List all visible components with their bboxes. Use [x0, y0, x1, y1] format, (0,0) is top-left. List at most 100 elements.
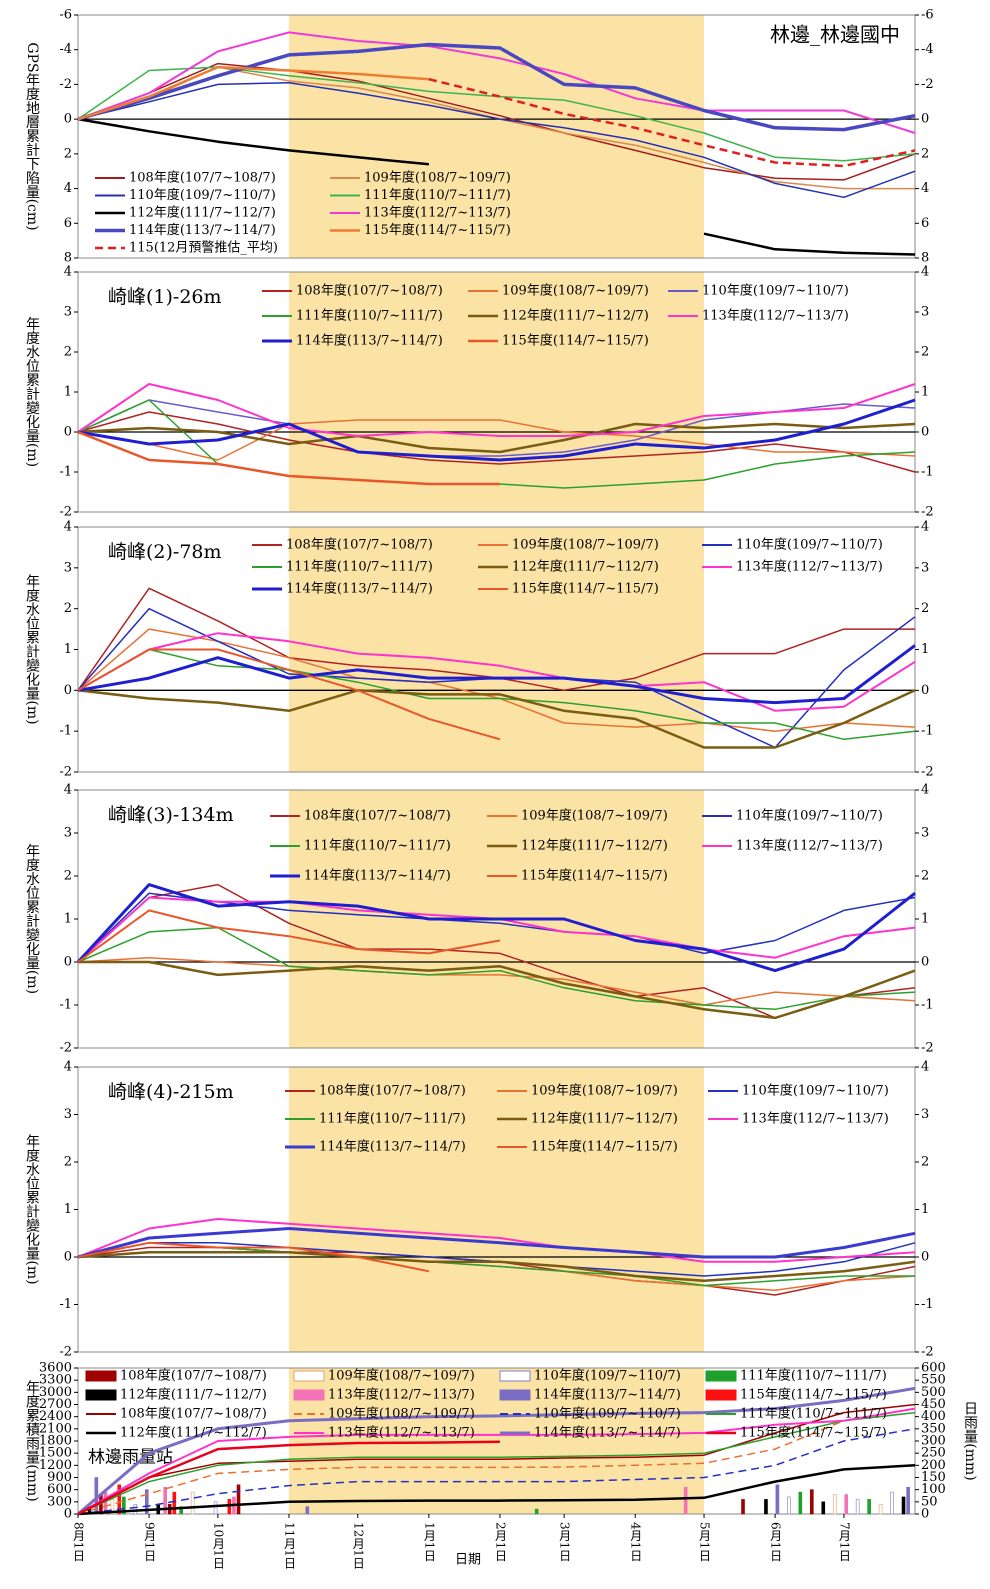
- series-line: [77, 1411, 916, 1515]
- legend-swatch: [293, 1370, 325, 1382]
- y-tick-label: 300: [47, 1494, 72, 1509]
- rain-bar: [213, 1501, 218, 1515]
- series-line: [77, 648, 501, 741]
- y-tick-label: 2100: [39, 1421, 72, 1436]
- series-line: [77, 1227, 916, 1259]
- rain-bar: [227, 1499, 232, 1515]
- y2-tick-label: 150: [921, 1470, 946, 1485]
- y-tick-label: 2400: [39, 1409, 72, 1424]
- rain-bar: [133, 1503, 138, 1515]
- y-tick-label: -6: [59, 8, 72, 23]
- legend-label: 108年度(107/7~108/7): [129, 170, 276, 186]
- y2-tick-label: 350: [921, 1421, 946, 1436]
- legend-label: 115年度(114/7~115/7): [531, 1139, 678, 1155]
- highlight-band: [288, 15, 705, 258]
- y-axis-label: 年度水位累計變化量(m): [24, 574, 40, 724]
- rain-bar: [741, 1499, 745, 1515]
- legend-label: 108年度(107/7~108/7): [120, 1368, 267, 1384]
- legend-label: 109年度(108/7~109/7): [512, 537, 659, 553]
- y-tick-label-right: 3: [921, 305, 929, 320]
- y-tick-label-right: -2: [921, 77, 934, 92]
- rain-bar: [534, 1508, 539, 1515]
- y2-tick-label: 100: [921, 1482, 946, 1497]
- panel: -2 -2 -1 -1 0 0 1 1 2 2 3 3 4 4 年度水位累計變化量(m) 崎峰(4)-215m…: [24, 1060, 934, 1360]
- y-tick-label-right: -1: [921, 998, 934, 1013]
- y-tick-label: 4: [64, 520, 72, 535]
- panel: -6 -6 -4 -4 -2 -2 0 0 2 2 4 4 6 6 8 8 GPS年度地層累計下陷量(cm) 林邊…: [24, 8, 934, 266]
- y2-tick-label: 300: [921, 1434, 946, 1449]
- legend-label: 110年度(109/7~110/7): [702, 283, 849, 299]
- y-tick-label-right: 1: [921, 642, 929, 657]
- y-tick-label: 0: [64, 425, 72, 440]
- legend-swatch: [85, 1389, 117, 1401]
- y-tick-label: -1: [59, 998, 72, 1013]
- legend-label: 112年度(111/7~112/7): [120, 1425, 267, 1441]
- y-tick-label: 1: [64, 1202, 72, 1217]
- y-tick-label-right: -2: [921, 1345, 934, 1360]
- y-tick-label: 600: [47, 1482, 72, 1497]
- rain-bar: [832, 1494, 837, 1515]
- series-line: [77, 81, 916, 199]
- legend-label: 112年度(111/7~112/7): [502, 308, 649, 324]
- chart-title: 崎峰(1)-26m: [108, 286, 222, 308]
- plot-frame: [77, 14, 916, 259]
- y2-tick-label: 200: [921, 1458, 946, 1473]
- legend-label: 115年度(114/7~115/7): [740, 1425, 887, 1441]
- y-tick-label: 3600: [39, 1361, 72, 1376]
- y-tick-label: -1: [59, 724, 72, 739]
- y-axis-label: 年度水位累計變化量(m): [24, 844, 40, 994]
- legend-label: 108年度(107/7~108/7): [304, 808, 451, 824]
- legend-label: 109年度(108/7~109/7): [531, 1083, 678, 1099]
- y-tick-label-right: -2: [921, 765, 934, 780]
- y-tick-label-right: -1: [921, 465, 934, 480]
- y-tick-label: 2: [64, 869, 72, 884]
- x-tick-label: 10月1日: [211, 1522, 225, 1569]
- rain-bar: [821, 1501, 826, 1515]
- legend-label: 111年度(110/7~111/7): [740, 1406, 887, 1422]
- rain-bar: [179, 1506, 183, 1515]
- y-tick-label: 4: [64, 181, 72, 196]
- y2-tick-label: 550: [921, 1373, 946, 1388]
- series-line: [76, 883, 916, 973]
- y-tick-label: 3: [64, 1107, 72, 1122]
- legend-label: 112年度(111/7~112/7): [129, 205, 276, 221]
- y-tick-label: 1800: [39, 1434, 72, 1449]
- y2-tick-label: 0: [921, 1507, 929, 1522]
- legend-label: 115年度(114/7~115/7): [521, 868, 668, 884]
- x-tick-label: 11月1日: [282, 1522, 296, 1569]
- legend-label: 113年度(112/7~113/7): [702, 308, 849, 324]
- legend-label: 115年度(114/7~115/7): [364, 222, 511, 238]
- legend-label: 110年度(109/7~110/7): [534, 1368, 681, 1384]
- series-line: [77, 648, 916, 741]
- legend-label: 110年度(109/7~110/7): [742, 1083, 889, 1099]
- y-axis-label: 年度水位累計變化量(m): [24, 1134, 40, 1284]
- panel: -2 -2 -1 -1 0 0 1 1 2 2 3 3 4 4 年度水位累計變化量(m) 崎峰(1)-26m 1…: [24, 265, 934, 520]
- legend-label: 112年度(111/7~112/7): [120, 1387, 267, 1403]
- chart-title: 崎峰(4)-215m: [108, 1081, 234, 1103]
- rain-bar: [855, 1499, 860, 1515]
- y2-tick-label: 600: [921, 1361, 946, 1376]
- x-tick-label: 5月1日: [698, 1522, 712, 1561]
- y2-tick-label: 50: [921, 1494, 938, 1509]
- y-tick-label-right: -2: [921, 505, 934, 520]
- y-tick-label: 1: [64, 642, 72, 657]
- legend-label: 112年度(111/7~112/7): [512, 559, 659, 575]
- legend-label: 114年度(113/7~114/7): [286, 581, 433, 597]
- rain-bar: [144, 1489, 149, 1515]
- y-tick-label: 2700: [39, 1397, 72, 1412]
- rain-bar: [878, 1503, 883, 1515]
- y-tick-label-right: 2: [921, 345, 929, 360]
- series-line: [77, 1218, 916, 1263]
- y-tick-label-right: 1: [921, 912, 929, 927]
- panel: 0300600900120015001800210024002700300033…: [24, 1361, 978, 1569]
- y-tick-label: -1: [59, 465, 72, 480]
- y-tick-label: 2: [64, 1155, 72, 1170]
- legend-label: 110年度(109/7~110/7): [736, 537, 883, 553]
- y-tick-label: -1: [59, 1297, 72, 1312]
- y2-tick-label: 450: [921, 1397, 946, 1412]
- legend-swatch: [293, 1389, 325, 1401]
- y-tick-label: 3000: [39, 1385, 72, 1400]
- legend-label: 108年度(107/7~108/7): [286, 537, 433, 553]
- series-line: [77, 1386, 916, 1516]
- rain-bar: [890, 1491, 894, 1515]
